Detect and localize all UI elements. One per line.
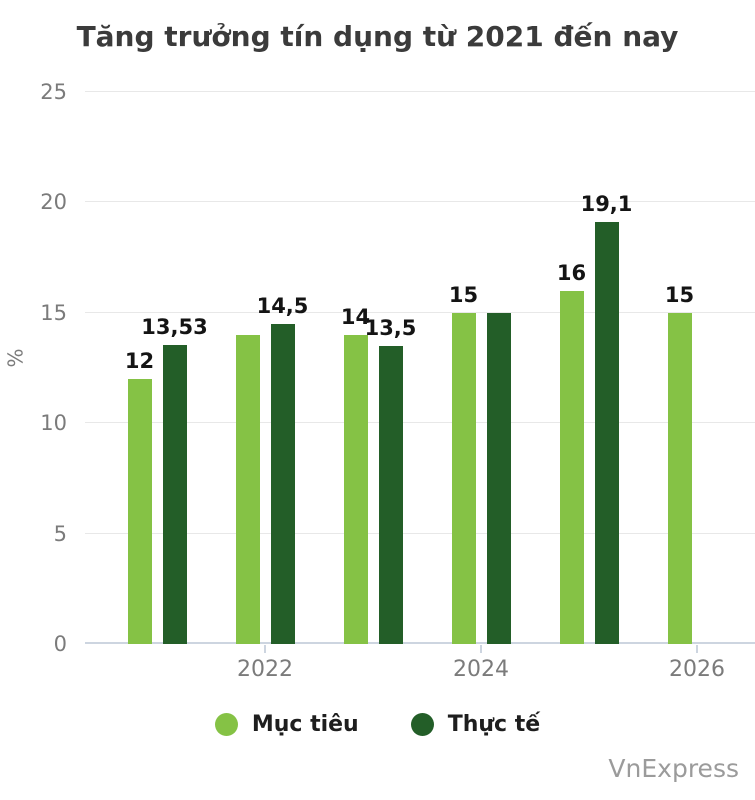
gridline — [85, 91, 755, 92]
x-tick-label: 2024 — [453, 657, 509, 682]
legend-label-target: Mục tiêu — [251, 712, 359, 737]
y-tick-label: 20 — [40, 190, 67, 215]
x-tick-label: 2022 — [237, 657, 293, 682]
bar-target-2023[interactable] — [343, 334, 368, 644]
y-tick-label: 15 — [40, 300, 67, 325]
bar-target-2024[interactable] — [451, 312, 476, 644]
chart-title: Tăng trưởng tín dụng từ 2021 đến nay — [76, 20, 679, 53]
y-tick-label: 10 — [40, 411, 67, 436]
bar-value-label-target-2026: 15 — [664, 282, 695, 307]
legend-item-actual[interactable]: Thực tế — [410, 712, 541, 737]
gridline — [85, 532, 755, 534]
bar-actual-2024[interactable] — [486, 312, 511, 644]
bar-target-2025[interactable] — [559, 290, 584, 644]
bar-actual-2022[interactable] — [270, 323, 295, 644]
gridline — [85, 311, 755, 313]
legend-dot-actual-icon — [410, 713, 434, 736]
watermark: VnExpress — [608, 754, 739, 783]
y-axis-label: % — [3, 348, 28, 368]
bar-target-2021[interactable] — [127, 379, 152, 644]
legend-item-target[interactable]: Mục tiêu — [214, 712, 359, 737]
legend-label-actual: Thực tế — [447, 712, 541, 737]
y-tick-label: 5 — [53, 521, 67, 546]
gridline — [85, 422, 755, 424]
legend: Mục tiêu Thực tế — [0, 712, 755, 737]
bar-value-label-target-2024: 15 — [448, 282, 479, 307]
y-tick-label: 25 — [40, 80, 67, 104]
bar-value-label-target-2023: 14 — [340, 304, 371, 329]
x-axis-line — [85, 642, 755, 644]
bar-target-2022[interactable] — [235, 334, 260, 644]
bar-actual-2021[interactable] — [162, 345, 187, 644]
bar-value-label-actual-2021: 13,53 — [141, 315, 208, 340]
bar-target-2026[interactable] — [667, 312, 692, 644]
plot-area: 0 5 10 15 20 25 12 13,53 14,5 14 13,5 15 16 19,1 15 202… — [40, 80, 755, 682]
bar-value-label-target-2025: 16 — [556, 260, 587, 285]
bar-value-label-actual-2022: 14,5 — [256, 293, 309, 318]
bar-value-label-actual-2023: 13,5 — [364, 315, 417, 340]
legend-dot-target-icon — [214, 713, 238, 736]
gridline — [85, 201, 755, 203]
x-tick-mark — [696, 645, 698, 653]
x-tick-label: 2026 — [669, 657, 725, 682]
bar-actual-2025[interactable] — [594, 222, 619, 644]
bar-actual-2023[interactable] — [378, 345, 403, 644]
x-tick-mark — [264, 645, 266, 653]
y-tick-label: 0 — [53, 632, 67, 656]
bar-value-label-actual-2025: 19,1 — [580, 192, 633, 217]
x-tick-mark — [480, 645, 482, 653]
bar-value-label-target-2021: 12 — [124, 349, 155, 374]
